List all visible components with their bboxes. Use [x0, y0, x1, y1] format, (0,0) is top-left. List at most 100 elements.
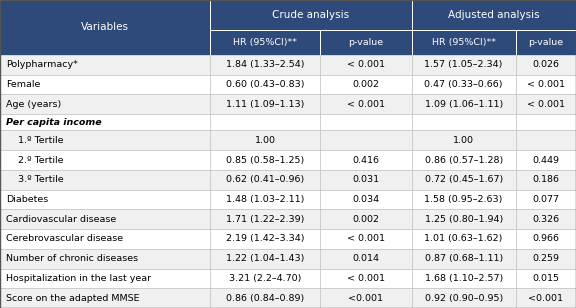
Bar: [412, 170, 516, 190]
Text: < 0.001: < 0.001: [347, 99, 385, 109]
Bar: [516, 94, 576, 114]
Text: 1.01 (0.63–1.62): 1.01 (0.63–1.62): [425, 234, 503, 243]
Text: 3.º Tertile: 3.º Tertile: [18, 175, 64, 184]
Text: 0.077: 0.077: [532, 195, 559, 204]
Bar: [320, 229, 412, 249]
Bar: [210, 249, 320, 269]
Bar: [412, 229, 516, 249]
Bar: [412, 130, 516, 150]
Text: 0.031: 0.031: [352, 175, 380, 184]
Bar: [412, 55, 516, 75]
Text: p-value: p-value: [348, 38, 383, 47]
Bar: [320, 170, 412, 190]
Text: 0.015: 0.015: [532, 274, 559, 283]
Bar: [412, 75, 516, 94]
Bar: [516, 130, 576, 150]
Bar: [0, 150, 210, 170]
Text: 1.º Tertile: 1.º Tertile: [18, 136, 64, 145]
Text: 1.09 (1.06–1.11): 1.09 (1.06–1.11): [425, 99, 503, 109]
Text: 0.966: 0.966: [532, 234, 559, 243]
Bar: [412, 0, 576, 30]
Text: Number of chronic diseases: Number of chronic diseases: [6, 254, 138, 263]
Text: < 0.001: < 0.001: [527, 99, 564, 109]
Bar: [210, 190, 320, 209]
Bar: [210, 170, 320, 190]
Bar: [210, 75, 320, 94]
Text: 0.034: 0.034: [352, 195, 380, 204]
Text: Cardiovascular disease: Cardiovascular disease: [6, 215, 116, 224]
Bar: [0, 55, 210, 75]
Text: 2.19 (1.42–3.34): 2.19 (1.42–3.34): [226, 234, 304, 243]
Bar: [412, 30, 516, 55]
Bar: [412, 150, 516, 170]
Bar: [412, 209, 516, 229]
Bar: [210, 130, 320, 150]
Bar: [0, 94, 210, 114]
Text: Age (years): Age (years): [6, 99, 61, 109]
Bar: [516, 55, 576, 75]
Bar: [0, 114, 210, 130]
Text: p-value: p-value: [528, 38, 563, 47]
Bar: [320, 114, 412, 130]
Bar: [412, 288, 516, 308]
Bar: [210, 0, 412, 30]
Bar: [0, 190, 210, 209]
Text: 0.014: 0.014: [353, 254, 379, 263]
Text: Crude analysis: Crude analysis: [272, 10, 350, 20]
Text: Polypharmacy*: Polypharmacy*: [6, 60, 78, 69]
Text: 2.º Tertile: 2.º Tertile: [18, 156, 64, 164]
Bar: [210, 269, 320, 288]
Text: Variables: Variables: [81, 22, 129, 32]
Bar: [320, 75, 412, 94]
Text: 0.002: 0.002: [353, 80, 379, 89]
Text: 0.449: 0.449: [532, 156, 559, 164]
Text: 1.11 (1.09–1.13): 1.11 (1.09–1.13): [226, 99, 304, 109]
Text: 1.84 (1.33–2.54): 1.84 (1.33–2.54): [226, 60, 304, 69]
Text: 1.71 (1.22–2.39): 1.71 (1.22–2.39): [226, 215, 304, 224]
Text: <0.001: <0.001: [528, 294, 563, 303]
Text: Score on the adapted MMSE: Score on the adapted MMSE: [6, 294, 139, 303]
Text: 1.68 (1.10–2.57): 1.68 (1.10–2.57): [425, 274, 503, 283]
Text: 0.416: 0.416: [353, 156, 379, 164]
Bar: [516, 30, 576, 55]
Text: 0.62 (0.41–0.96): 0.62 (0.41–0.96): [226, 175, 304, 184]
Bar: [516, 288, 576, 308]
Text: < 0.001: < 0.001: [347, 274, 385, 283]
Bar: [210, 209, 320, 229]
Text: HR (95%CI)**: HR (95%CI)**: [233, 38, 297, 47]
Text: Female: Female: [6, 80, 40, 89]
Bar: [320, 209, 412, 229]
Bar: [210, 150, 320, 170]
Bar: [0, 0, 210, 55]
Bar: [320, 30, 412, 55]
Text: < 0.001: < 0.001: [347, 234, 385, 243]
Text: 0.186: 0.186: [532, 175, 559, 184]
Text: Hospitalization in the last year: Hospitalization in the last year: [6, 274, 151, 283]
Bar: [0, 249, 210, 269]
Text: 0.85 (0.58–1.25): 0.85 (0.58–1.25): [226, 156, 304, 164]
Text: 3.21 (2.2–4.70): 3.21 (2.2–4.70): [229, 274, 301, 283]
Text: 0.86 (0.84–0.89): 0.86 (0.84–0.89): [226, 294, 304, 303]
Bar: [0, 229, 210, 249]
Bar: [516, 170, 576, 190]
Bar: [0, 288, 210, 308]
Bar: [320, 249, 412, 269]
Bar: [320, 55, 412, 75]
Text: 1.00: 1.00: [453, 136, 474, 145]
Bar: [210, 229, 320, 249]
Text: <0.001: <0.001: [348, 294, 383, 303]
Bar: [516, 249, 576, 269]
Bar: [0, 130, 210, 150]
Bar: [412, 269, 516, 288]
Text: Cerebrovascular disease: Cerebrovascular disease: [6, 234, 123, 243]
Text: 1.58 (0.95–2.63): 1.58 (0.95–2.63): [425, 195, 503, 204]
Bar: [516, 229, 576, 249]
Bar: [0, 170, 210, 190]
Bar: [516, 209, 576, 229]
Text: 0.026: 0.026: [532, 60, 559, 69]
Bar: [210, 288, 320, 308]
Bar: [0, 269, 210, 288]
Bar: [0, 209, 210, 229]
Bar: [210, 114, 320, 130]
Bar: [320, 94, 412, 114]
